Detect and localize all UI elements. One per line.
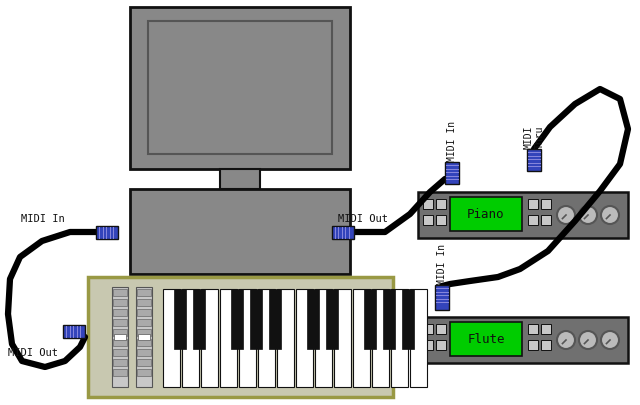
Bar [326, 289, 338, 349]
Bar [137, 299, 151, 306]
Bar [435, 285, 449, 310]
Bar [163, 289, 180, 387]
Bar [113, 329, 127, 336]
Bar [383, 289, 395, 349]
Bar [113, 299, 127, 306]
Bar [113, 319, 127, 326]
Bar [113, 339, 127, 346]
Bar [137, 329, 151, 336]
Bar [137, 289, 151, 296]
Bar [353, 289, 370, 387]
Bar [541, 200, 551, 209]
Bar [402, 289, 414, 349]
Bar [423, 200, 433, 209]
Bar [423, 340, 433, 350]
Bar [239, 289, 256, 387]
Bar [423, 215, 433, 226]
Bar [137, 339, 151, 346]
Bar [137, 309, 151, 316]
Bar [220, 289, 237, 387]
Circle shape [557, 331, 575, 349]
Bar [436, 200, 446, 209]
Bar [250, 289, 262, 349]
Text: Flute: Flute [467, 333, 505, 345]
Bar [113, 359, 127, 366]
Text: MIDI In: MIDI In [437, 243, 447, 284]
Bar [527, 149, 541, 172]
Bar [231, 289, 243, 349]
Bar [364, 289, 376, 349]
Bar [269, 289, 281, 349]
Bar [137, 319, 151, 326]
Bar [136, 287, 152, 387]
Bar [138, 334, 150, 340]
Text: MIDI
Thru: MIDI Thru [523, 125, 545, 149]
Bar [113, 289, 127, 296]
Bar [113, 349, 127, 356]
Bar [137, 359, 151, 366]
Circle shape [579, 207, 597, 224]
Text: MIDI In: MIDI In [21, 213, 65, 224]
Bar [113, 369, 127, 376]
Bar [332, 226, 354, 239]
Bar [418, 192, 628, 239]
Bar [220, 170, 260, 190]
Bar [63, 325, 85, 338]
Bar [445, 162, 459, 185]
Bar [307, 289, 319, 349]
Circle shape [601, 331, 619, 349]
Bar [277, 289, 294, 387]
Bar [88, 277, 393, 397]
Bar [258, 289, 275, 387]
Bar [137, 369, 151, 376]
Bar [436, 340, 446, 350]
Circle shape [579, 331, 597, 349]
Bar [137, 349, 151, 356]
Bar [148, 22, 332, 155]
Bar [528, 324, 538, 334]
Bar [96, 226, 118, 239]
Bar [174, 289, 186, 349]
Bar [423, 324, 433, 334]
Bar [450, 198, 522, 231]
Bar [436, 324, 446, 334]
Bar [130, 190, 350, 274]
Bar [130, 8, 350, 170]
Text: Piano: Piano [467, 208, 505, 221]
Bar [410, 289, 427, 387]
Bar [334, 289, 351, 387]
Bar [315, 289, 332, 387]
Text: MIDI Out: MIDI Out [338, 213, 388, 224]
Bar [201, 289, 218, 387]
Text: MIDI In: MIDI In [447, 121, 457, 162]
Circle shape [601, 207, 619, 224]
Bar [193, 289, 205, 349]
Bar [528, 340, 538, 350]
Bar [528, 200, 538, 209]
Bar [113, 309, 127, 316]
Bar [372, 289, 389, 387]
Bar [450, 322, 522, 356]
Bar [114, 334, 126, 340]
Text: MIDI Out: MIDI Out [8, 347, 58, 357]
Bar [418, 317, 628, 363]
Bar [541, 340, 551, 350]
Circle shape [557, 207, 575, 224]
Bar [436, 215, 446, 226]
Bar [112, 287, 128, 387]
Bar [541, 215, 551, 226]
Bar [391, 289, 408, 387]
Bar [182, 289, 199, 387]
Bar [541, 324, 551, 334]
Bar [528, 215, 538, 226]
Bar [296, 289, 313, 387]
